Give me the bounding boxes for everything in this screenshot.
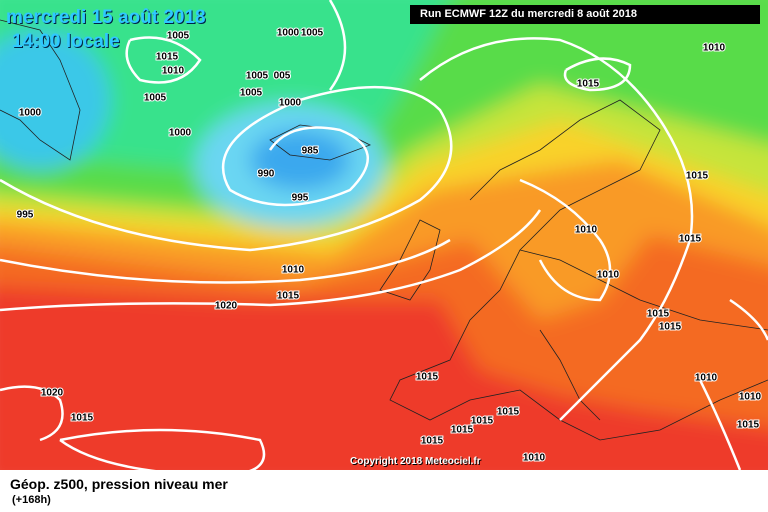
isobar-label: 1005	[301, 28, 324, 39]
isobar-label: 005	[274, 71, 291, 82]
isobar-label: 985	[302, 146, 319, 157]
isobar-label: 1010	[575, 225, 598, 236]
title-block: mercredi 15 août 2018 14:00 locale	[6, 6, 206, 54]
isobar-label: 1015	[277, 291, 300, 302]
isobar-label: 1010	[597, 270, 620, 281]
isobar-label: 1010	[703, 43, 726, 54]
isobar-label: 1015	[679, 234, 702, 245]
isobar-label: 1015	[647, 309, 670, 320]
isobar-label: 1015	[737, 420, 760, 431]
isobar-label: 995	[17, 210, 34, 221]
isobar-label: 1015	[577, 79, 600, 90]
isobar-label: 990	[258, 169, 275, 180]
isobar-label: 1005	[246, 71, 269, 82]
isobar-label: 1010	[162, 66, 185, 77]
isobar-label: 1020	[215, 301, 238, 312]
isobar-label: 1015	[659, 322, 682, 333]
legend-title: Géop. z500, pression niveau mer	[10, 476, 228, 492]
isobar-label: 1000	[19, 108, 42, 119]
isobar-label: 1000	[169, 128, 192, 139]
isobar-label: 1015	[156, 52, 179, 63]
isobar-label: 1010	[282, 265, 305, 276]
geopotential-field	[0, 0, 768, 490]
run-banner: Run ECMWF 12Z du mercredi 8 août 2018	[410, 5, 760, 24]
isobar-label: 1010	[739, 392, 762, 403]
copyright: Copyright 2018 Meteociel.fr	[350, 456, 481, 467]
isobar-label: 1000	[279, 98, 302, 109]
isobar-label: 1010	[523, 453, 546, 464]
isobar-label: 1015	[497, 407, 520, 418]
isobar-label: 1005	[240, 88, 263, 99]
isobar-label: 1005	[167, 31, 190, 42]
isobar-label: 1015	[451, 425, 474, 436]
subtitle: 14:00 locale	[12, 31, 120, 52]
isobar-label: 1015	[71, 413, 94, 424]
isobar-label: 995	[292, 193, 309, 204]
title: mercredi 15 août 2018	[6, 7, 206, 28]
isobar-label: 1020	[41, 388, 64, 399]
isobar-label: 1015	[686, 171, 709, 182]
coastlines	[0, 19, 768, 441]
isobar-label: 1015	[471, 416, 494, 427]
legend-lead: (+168h)	[12, 494, 51, 506]
isobar-label: 1010	[695, 373, 718, 384]
isobar-label: 1015	[421, 436, 444, 447]
isobar-label: 1000	[277, 28, 300, 39]
isobar-label: 1015	[416, 372, 439, 383]
isobar-label: 1005	[144, 93, 167, 104]
isobars	[0, 0, 768, 476]
legend-panel	[0, 470, 768, 512]
